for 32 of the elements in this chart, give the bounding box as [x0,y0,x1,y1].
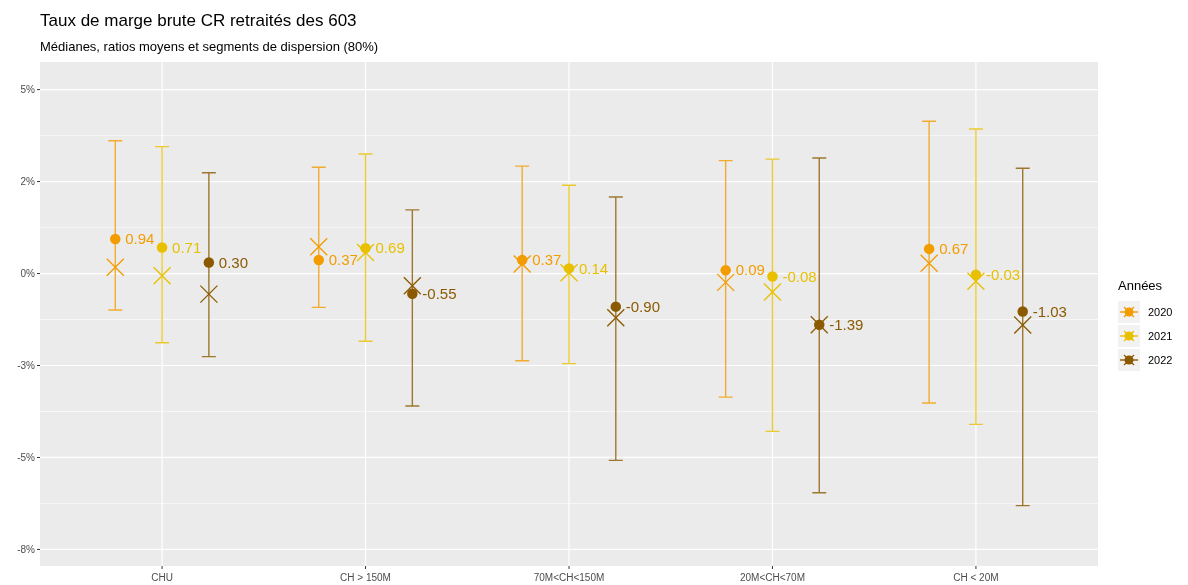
legend-title: Années [1118,278,1163,293]
y-tick-label: 2% [20,176,36,188]
data-label: -1.39 [829,315,864,333]
data-label: -0.90 [625,297,660,315]
y-tick-label: 0% [20,268,36,280]
y-tick-label: -3% [17,360,36,371]
y-tick-label: 5% [20,84,36,96]
y-tick-label: -8% [17,543,36,555]
y-tick-label: -5% [17,451,36,463]
chart-subtitle: Médianes, ratios moyens et segments de dispersion (80%) [40,39,379,54]
x-tick-label: CHU [151,572,173,583]
x-tick-label: CH < 20M [953,572,999,583]
data-label: 0.69 [375,239,405,257]
legend-label: 2020 [1148,305,1173,318]
data-label: 0.67 [939,240,969,258]
data-label: 0.37 [532,251,562,269]
data-label: -0.55 [422,285,457,303]
data-label: 0.94 [125,230,155,248]
legend-label: 2021 [1148,329,1173,342]
data-label: -0.08 [782,267,817,285]
x-tick-label: 70M<CH<150M [533,572,605,583]
data-label: -1.03 [1032,302,1067,320]
x-tick-label: CH > 150M [340,572,391,583]
data-label: -0.03 [985,265,1021,283]
legend-label: 2022 [1148,353,1173,366]
x-tick-label: 20M<CH<70M [739,572,805,583]
data-label: 0.30 [218,253,249,271]
data-label: 0.71 [172,238,202,256]
chart-title: Taux de marge brute CR retraités des 603 [40,11,357,30]
data-label: 0.14 [579,259,609,277]
data-label: 0.37 [328,251,358,269]
data-label: 0.09 [735,261,765,279]
